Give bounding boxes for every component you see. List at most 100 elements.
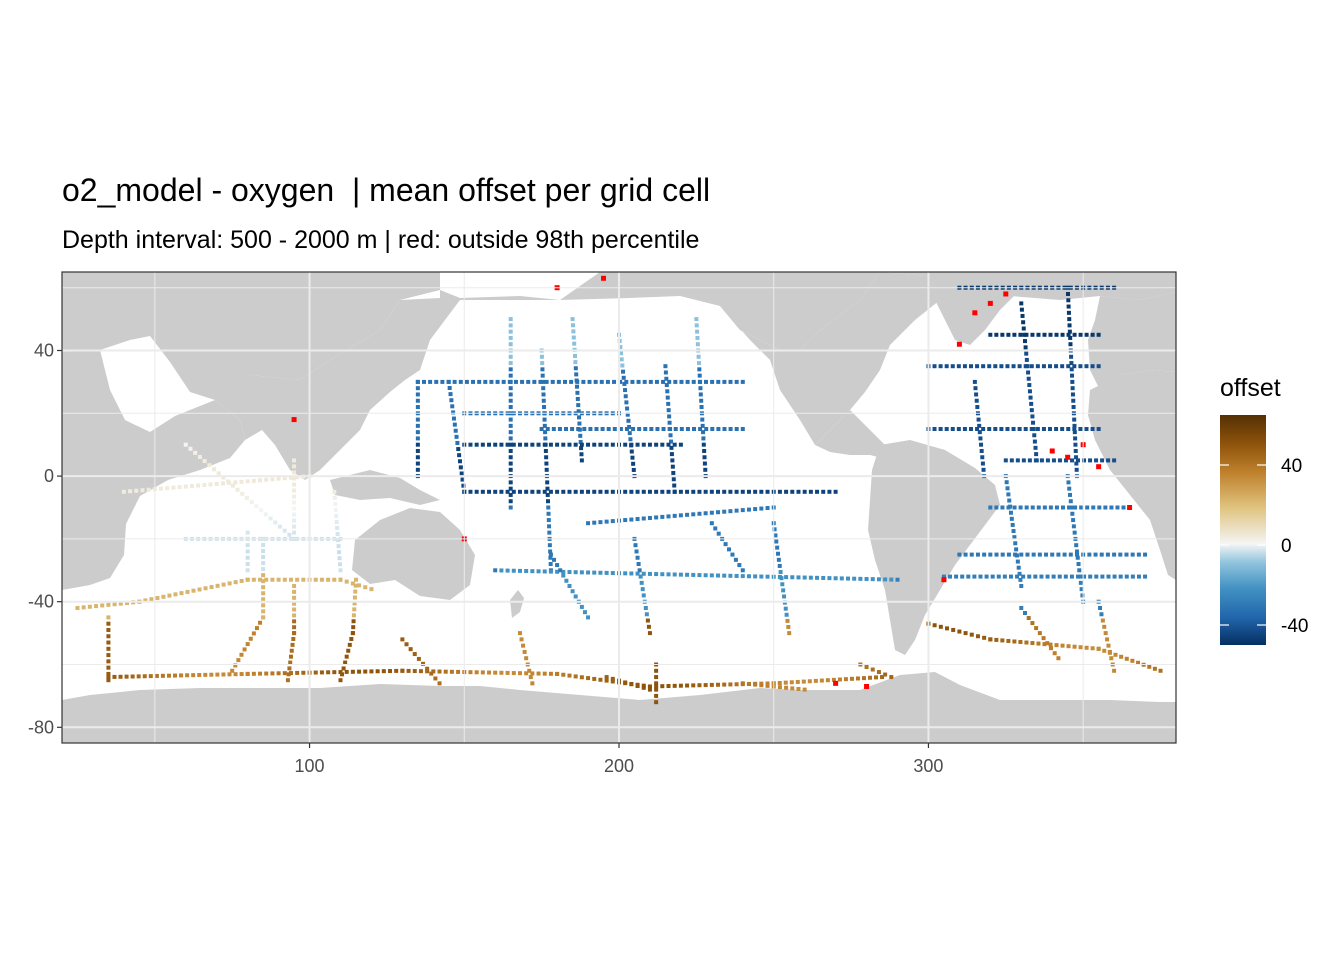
offset-cell xyxy=(421,661,426,666)
offset-cell xyxy=(547,524,552,529)
offset-cell xyxy=(338,678,343,683)
offset-cell xyxy=(649,427,654,431)
offset-cell xyxy=(245,671,250,676)
offset-cell xyxy=(647,687,652,692)
outlier-cell xyxy=(987,300,993,306)
offset-cell xyxy=(216,471,221,476)
offset-cell xyxy=(286,672,291,677)
offset-cell xyxy=(1077,568,1082,573)
offset-cell xyxy=(261,615,266,620)
offset-cell xyxy=(654,442,659,447)
offset-cell xyxy=(1119,654,1124,659)
offset-cell xyxy=(1033,445,1038,450)
offset-cell xyxy=(75,605,80,610)
offset-cell xyxy=(333,501,338,506)
offset-cell xyxy=(1018,332,1023,337)
offset-cell xyxy=(1076,574,1081,579)
offset-cell xyxy=(443,669,448,674)
offset-cell xyxy=(636,562,641,567)
offset-cell xyxy=(702,455,707,460)
offset-cell xyxy=(134,488,139,493)
offset-cell xyxy=(106,659,111,664)
offset-cell xyxy=(343,660,348,665)
offset-cell xyxy=(722,427,727,431)
offset-cell xyxy=(831,677,836,682)
offset-cell xyxy=(1072,430,1077,435)
offset-cell xyxy=(1099,612,1104,617)
land-new-zealand xyxy=(510,590,524,618)
offset-cell xyxy=(282,671,287,676)
offset-cell xyxy=(258,671,263,676)
offset-cell xyxy=(874,675,879,680)
outlier-cell xyxy=(291,417,297,423)
offset-cell xyxy=(1121,505,1126,510)
offset-cell xyxy=(833,576,838,581)
offset-cell xyxy=(950,364,955,369)
offset-cell xyxy=(626,418,631,423)
offset-cell xyxy=(695,342,700,347)
offset-cell xyxy=(666,408,671,413)
offset-cell xyxy=(672,483,677,488)
offset-cell xyxy=(468,489,473,494)
offset-cell xyxy=(620,363,625,368)
offset-cell xyxy=(606,427,611,431)
offset-cell xyxy=(1066,310,1071,315)
offset-cell xyxy=(624,427,629,431)
offset-cell xyxy=(508,335,513,340)
offset-cell xyxy=(233,663,238,668)
offset-cell xyxy=(716,531,721,536)
offset-cell xyxy=(555,442,560,447)
offset-cell xyxy=(709,573,714,578)
offset-cell xyxy=(434,379,439,384)
offset-cell xyxy=(1030,641,1035,646)
offset-cell xyxy=(813,678,818,683)
offset-cell xyxy=(666,442,671,447)
offset-cell xyxy=(544,379,549,384)
offset-cell xyxy=(261,548,266,553)
offset-cell xyxy=(556,379,561,384)
offset-cell xyxy=(635,489,640,494)
offset-cell xyxy=(363,585,368,590)
offset-cell xyxy=(1106,574,1111,579)
offset-cell xyxy=(1136,574,1141,579)
offset-cell xyxy=(685,512,690,517)
offset-cell xyxy=(1030,414,1035,419)
offset-cell xyxy=(1027,389,1032,394)
offset-cell xyxy=(1021,458,1026,463)
offset-cell xyxy=(183,484,188,489)
offset-cell xyxy=(703,467,708,472)
offset-cell xyxy=(1085,505,1090,510)
offset-cell xyxy=(493,670,498,675)
offset-cell xyxy=(713,526,718,531)
offset-cell xyxy=(215,583,220,588)
offset-cell xyxy=(480,442,485,447)
offset-cell xyxy=(508,373,513,378)
offset-cell xyxy=(258,577,263,582)
offset-cell xyxy=(415,436,420,441)
offset-cell xyxy=(1096,427,1101,431)
offset-cell xyxy=(1027,458,1032,463)
offset-cell xyxy=(106,665,111,670)
offset-cell xyxy=(209,672,214,677)
offset-cell xyxy=(598,442,603,447)
offset-cell xyxy=(643,605,648,610)
offset-cell xyxy=(994,637,999,642)
offset-cell xyxy=(264,477,269,482)
offset-cell xyxy=(536,489,541,494)
offset-cell xyxy=(524,569,529,574)
offset-cell xyxy=(1090,332,1095,337)
offset-cell xyxy=(1013,541,1018,546)
offset-cell xyxy=(474,670,479,675)
offset-cell xyxy=(548,489,553,494)
offset-cell xyxy=(508,323,513,328)
offset-cell xyxy=(245,642,250,647)
offset-cell xyxy=(1029,408,1034,413)
offset-cell xyxy=(499,670,504,675)
offset-cell xyxy=(691,489,696,494)
offset-cell xyxy=(173,673,178,678)
offset-cell xyxy=(508,480,513,485)
offset-cell xyxy=(548,671,553,676)
chart-subtitle: Depth interval: 500 - 2000 m | red: outs… xyxy=(62,226,700,254)
offset-cell xyxy=(578,439,583,444)
offset-cell xyxy=(701,436,706,441)
